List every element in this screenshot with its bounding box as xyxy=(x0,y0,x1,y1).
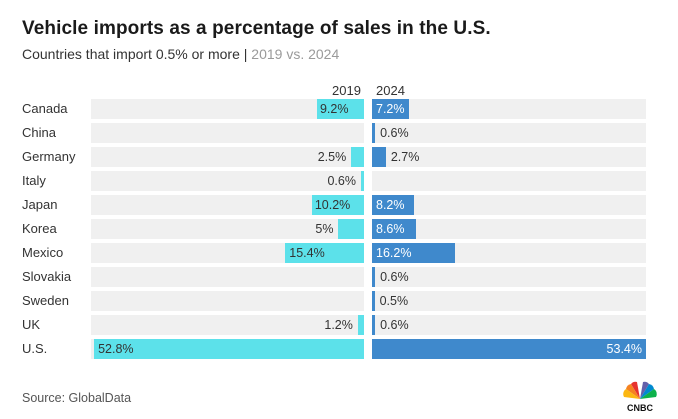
label-2024-germany: 2.7% xyxy=(390,150,420,164)
category-label-u-s: U.S. xyxy=(22,341,48,356)
track-2019-slovakia xyxy=(91,267,364,287)
subtitle-main: Countries that import 0.5% or more | xyxy=(22,46,248,62)
bar-2019-u-s xyxy=(94,339,364,359)
label-2019-korea: 5% xyxy=(315,222,334,236)
category-label-canada: Canada xyxy=(22,101,68,116)
category-label-korea: Korea xyxy=(22,221,57,236)
bar-2019-uk xyxy=(357,315,364,335)
label-2024-korea: 8.6% xyxy=(376,222,405,236)
bar-2019-italy xyxy=(360,171,364,191)
bar-2019-japan xyxy=(311,195,364,215)
track-2024-china xyxy=(372,123,646,143)
track-2019-canada xyxy=(91,99,364,119)
bar-2024-mexico xyxy=(372,243,456,263)
track-2024-slovakia xyxy=(372,267,646,287)
track-2019-italy xyxy=(91,171,364,191)
label-2024-china: 0.6% xyxy=(380,126,409,140)
label-2019-u-s: 52.8% xyxy=(98,342,134,356)
bar-2024-germany xyxy=(372,147,386,167)
column-header-2024: 2024 xyxy=(376,83,405,98)
category-label-italy: Italy xyxy=(22,173,46,188)
chart-title: Vehicle imports as a percentage of sales… xyxy=(22,18,491,39)
track-2024-canada xyxy=(372,99,646,119)
subtitle-comparison: 2019 vs. 2024 xyxy=(251,46,340,62)
peacock-icon: CNBC xyxy=(623,381,657,413)
track-2024-korea xyxy=(372,219,646,239)
track-2019-japan xyxy=(91,195,364,215)
label-2019-japan: 10.2% xyxy=(314,198,351,212)
track-2024-uk xyxy=(372,315,646,335)
logo-text: CNBC xyxy=(627,403,653,413)
bar-2024-japan xyxy=(372,195,415,215)
label-2019-canada: 9.2% xyxy=(319,102,349,116)
bar-2024-slovakia xyxy=(372,267,376,287)
bar-2024-canada xyxy=(372,99,409,119)
label-2019-uk: 1.2% xyxy=(324,318,353,332)
category-label-japan: Japan xyxy=(22,197,58,212)
bar-2024-sweden xyxy=(372,291,375,311)
label-2024-uk: 0.6% xyxy=(380,318,409,332)
bar-2019-germany xyxy=(351,147,364,167)
label-2019-germany: 2.5% xyxy=(317,150,347,164)
bar-2024-korea xyxy=(372,219,417,239)
bar-2024-china xyxy=(372,123,376,143)
bar-2024-u-s xyxy=(372,339,646,359)
track-2019-germany xyxy=(91,147,364,167)
category-label-china: China xyxy=(22,125,56,140)
label-2024-mexico: 16.2% xyxy=(376,246,412,260)
source-note: Source: GlobalData xyxy=(22,391,132,405)
bar-2019-canada xyxy=(316,99,364,119)
label-2019-mexico: 15.4% xyxy=(289,246,325,260)
track-2019-korea xyxy=(91,219,364,239)
category-label-sweden: Sweden xyxy=(22,293,69,308)
category-label-germany: Germany xyxy=(22,149,76,164)
track-2019-uk xyxy=(91,315,364,335)
label-2019-italy: 0.6% xyxy=(327,174,356,188)
label-2024-u-s: 53.4% xyxy=(606,342,642,356)
track-2024-italy xyxy=(372,171,646,191)
category-label-slovakia: Slovakia xyxy=(22,269,72,284)
label-2024-sweden: 0.5% xyxy=(379,294,409,308)
bar-2024-uk xyxy=(372,315,376,335)
column-header-2019: 2019 xyxy=(332,83,361,98)
bar-2019-mexico xyxy=(285,243,364,263)
track-2024-sweden xyxy=(372,291,646,311)
track-2024-germany xyxy=(372,147,646,167)
cnbc-logo: CNBC xyxy=(620,380,660,414)
category-label-mexico: Mexico xyxy=(22,245,64,260)
bar-2019-korea xyxy=(338,219,364,239)
track-2024-japan xyxy=(372,195,646,215)
chart-subtitle: Countries that import 0.5% or more | 201… xyxy=(22,46,339,62)
label-2024-japan: 8.2% xyxy=(376,198,405,212)
track-2019-china xyxy=(91,123,364,143)
track-2019-sweden xyxy=(91,291,364,311)
label-2024-slovakia: 0.6% xyxy=(380,270,409,284)
label-2024-canada: 7.2% xyxy=(376,102,405,116)
category-label-uk: UK xyxy=(22,317,41,332)
